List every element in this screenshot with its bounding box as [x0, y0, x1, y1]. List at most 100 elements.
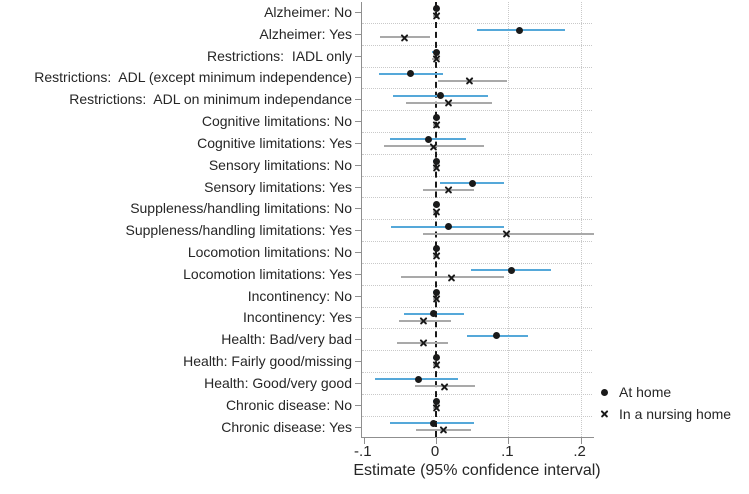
estimate-marker-at-home — [432, 5, 440, 12]
category-label: Health: Fairly good/missing — [183, 353, 352, 370]
category-label: Sensory limitations: Yes — [204, 178, 352, 195]
category-label: Restrictions: ADL (except minimum indepe… — [34, 69, 352, 86]
estimate-marker-at-home — [414, 375, 422, 383]
row-separator-gridline — [362, 22, 592, 24]
zero-reference-line — [435, 2, 438, 437]
x-axis-tick — [363, 438, 365, 444]
row-separator-gridline — [362, 415, 592, 417]
row-separator-gridline — [362, 262, 592, 264]
category-label: Chronic disease: No — [225, 396, 352, 413]
legend: At home In a nursing home — [599, 381, 731, 425]
row-separator-gridline — [362, 175, 592, 177]
estimate-marker-nursing-home — [432, 360, 441, 369]
y-axis-tick — [355, 121, 361, 123]
y-axis-tick — [355, 230, 361, 232]
estimate-marker-nursing-home — [419, 338, 428, 347]
row-separator-gridline — [362, 197, 592, 199]
estimate-marker-nursing-home — [447, 273, 456, 282]
category-label: Alzheimer: No — [264, 4, 352, 20]
y-axis-tick — [355, 361, 361, 363]
estimate-marker-at-home — [432, 157, 440, 165]
x-axis-tick — [508, 438, 510, 444]
x-tick-label: 0 — [430, 443, 440, 460]
x-axis-tick — [436, 438, 438, 444]
row-separator-gridline — [362, 350, 592, 352]
x-tick-label: -.1 — [354, 443, 372, 460]
estimate-marker-at-home — [507, 266, 515, 274]
estimate-marker-at-home — [493, 332, 501, 340]
category-label: Sensory limitations: No — [208, 156, 352, 173]
plot-area — [355, 2, 595, 444]
estimate-marker-at-home — [432, 48, 440, 56]
row-separator-gridline — [362, 284, 592, 286]
legend-label-at-home: At home — [619, 384, 672, 400]
estimate-marker-at-home — [432, 201, 440, 209]
estimate-marker-nursing-home — [440, 382, 449, 391]
row-separator-gridline — [362, 110, 592, 112]
category-label: Cognitive limitations: No — [201, 113, 352, 130]
y-axis-tick — [355, 382, 361, 384]
estimate-marker-nursing-home — [432, 164, 441, 173]
y-axis-tick — [355, 186, 361, 188]
legend-item-at-home: At home — [599, 381, 731, 403]
category-label: Restrictions: ADL on minimum independanc… — [69, 91, 352, 108]
estimate-marker-nursing-home — [432, 251, 441, 260]
x-tick-label: .1 — [501, 443, 514, 460]
row-separator-gridline — [362, 44, 592, 46]
vertical-gridline — [580, 2, 582, 437]
y-axis-tick — [355, 295, 361, 297]
y-axis-tick — [355, 426, 361, 428]
category-label: Suppleness/handling limitations: No — [130, 200, 352, 217]
estimate-marker-at-home — [432, 397, 440, 405]
estimate-marker-at-home — [432, 288, 440, 296]
x-axis-title: Estimate (95% confidence interval) — [353, 462, 601, 479]
estimate-marker-nursing-home — [439, 426, 448, 435]
row-separator-gridline — [362, 306, 592, 308]
estimate-marker-nursing-home — [432, 120, 441, 129]
estimate-marker-nursing-home — [432, 404, 441, 413]
y-axis-tick — [355, 99, 361, 101]
category-labels: Alzheimer: No Alzheimer: Yes Restrictions:… — [0, 2, 352, 437]
y-axis-tick — [355, 12, 361, 13]
y-axis-tick — [355, 208, 361, 210]
estimate-marker-at-home — [516, 26, 524, 34]
y-axis-tick — [355, 317, 361, 319]
estimate-marker-at-home — [429, 419, 437, 427]
estimate-marker-nursing-home — [432, 295, 441, 304]
estimate-marker-nursing-home — [502, 229, 511, 238]
estimate-marker-at-home — [444, 223, 452, 231]
y-axis-tick — [355, 404, 361, 406]
estimate-marker-nursing-home — [444, 186, 453, 195]
row-separator-gridline — [362, 88, 592, 90]
category-label: Restrictions: IADL only — [207, 47, 352, 64]
estimate-marker-at-home — [432, 114, 440, 122]
estimate-marker-nursing-home — [419, 316, 428, 325]
category-label: Cognitive limitations: Yes — [197, 134, 352, 151]
y-axis-tick — [355, 33, 361, 35]
y-axis-tick — [355, 164, 361, 166]
estimate-marker-nursing-home — [432, 55, 441, 64]
row-separator-gridline — [362, 153, 592, 155]
row-separator-gridline — [362, 393, 592, 395]
estimate-marker-nursing-home — [429, 142, 438, 151]
y-axis-tick — [355, 252, 361, 254]
x-tick-label: .2 — [573, 443, 586, 460]
category-label: Health: Bad/very bad — [221, 331, 352, 348]
category-label: Alzheimer: Yes — [259, 25, 352, 42]
category-label: Locomotion limitations: Yes — [183, 265, 352, 282]
estimate-marker-nursing-home — [400, 33, 409, 42]
estimate-marker-at-home — [468, 179, 476, 187]
nursing-home-marker-icon — [599, 409, 609, 419]
legend-item-nursing-home: In a nursing home — [599, 403, 731, 425]
estimate-marker-nursing-home — [444, 98, 453, 107]
y-axis-tick — [355, 142, 361, 144]
estimate-marker-at-home — [424, 135, 432, 143]
y-axis-tick — [355, 77, 361, 79]
row-separator-gridline — [362, 241, 592, 243]
category-label: Incontinency: No — [247, 287, 352, 304]
row-separator-gridline — [362, 328, 592, 330]
estimate-marker-at-home — [407, 70, 415, 78]
row-separator-gridline — [362, 372, 592, 374]
estimate-marker-nursing-home — [465, 76, 474, 85]
